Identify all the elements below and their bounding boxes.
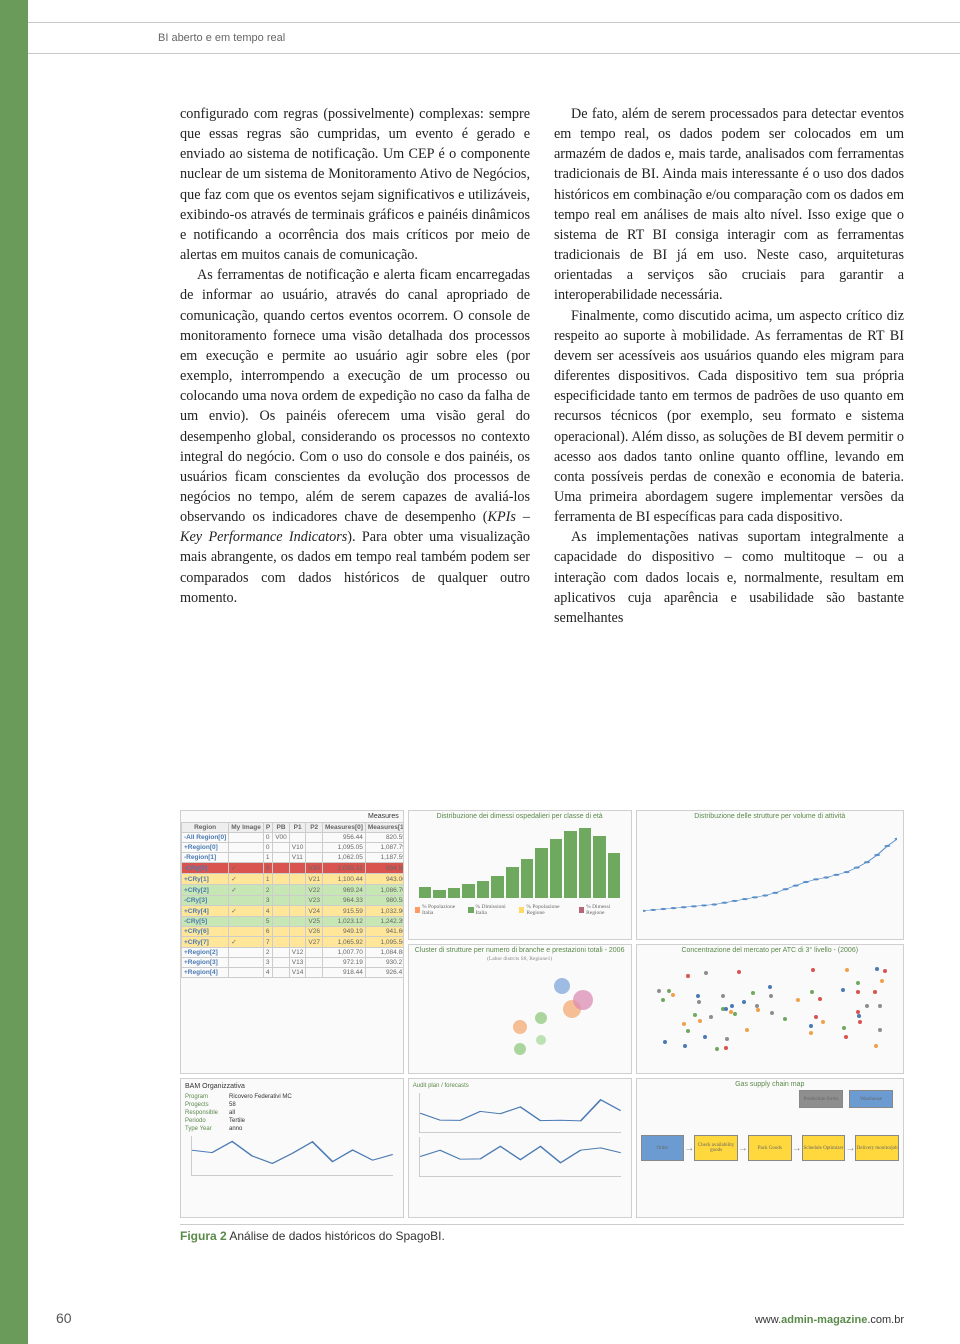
- panel-form: BAM Organizzativa ProgramRicovero Federa…: [180, 1078, 404, 1218]
- header-bar: BI aberto e em tempo real: [28, 22, 960, 54]
- figure-grid: Distribuzione dei dimessi ospedalieri pe…: [180, 810, 904, 1218]
- header-title: BI aberto e em tempo real: [158, 32, 285, 44]
- figure-2: Distribuzione dei dimessi ospedalieri pe…: [180, 810, 904, 1240]
- panel-flow-chart: Gas supply chain map Production forms Wa…: [636, 1078, 905, 1218]
- page-number: 60: [56, 1310, 72, 1326]
- article-body: configurado com regras (possivelmente) c…: [180, 104, 904, 628]
- footer-url: www.admin-magazine.com.br: [755, 1314, 904, 1326]
- col2-p2: Finalmente, como discutido acima, um asp…: [554, 306, 904, 528]
- figure-caption: Figura 2 Análise de dados históricos do …: [180, 1224, 904, 1243]
- col1-p1: configurado com regras (possivelmente) c…: [180, 104, 530, 265]
- panel-bubble-chart: Cluster di strutture per numero di branc…: [408, 944, 632, 1074]
- left-accent-stripe: [0, 0, 28, 1344]
- panel-data-table: Measures RegionMy ImagePPBP1P2Measures[0…: [180, 810, 404, 1074]
- panel-scatter: Concentrazione del mercato per ATC di 3°…: [636, 944, 905, 1074]
- col2-p1: De fato, além de serem processados para …: [554, 104, 904, 306]
- col2-p3: As implementações nativas suportam integ…: [554, 527, 904, 628]
- column-right: De fato, além de serem processados para …: [554, 104, 904, 628]
- panel-bar-chart: Distribuzione dei dimessi ospedalieri pe…: [408, 810, 632, 940]
- col1-p2: As ferramentas de notificação e alerta f…: [180, 265, 530, 608]
- panel-line-chart: Distribuzione delle strutture per volume…: [636, 810, 905, 940]
- column-left: configurado com regras (possivelmente) c…: [180, 104, 530, 628]
- panel-small-charts: Audit plan / forecasts: [408, 1078, 632, 1218]
